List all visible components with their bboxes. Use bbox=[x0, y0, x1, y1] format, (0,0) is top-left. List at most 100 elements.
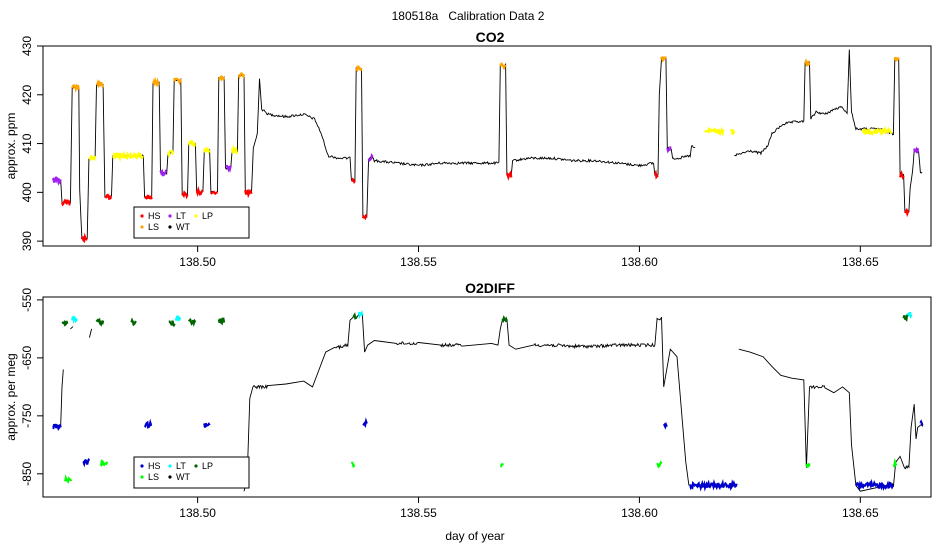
x-tick-label: 138.50 bbox=[179, 255, 216, 269]
legend-marker bbox=[194, 214, 198, 218]
legend-marker bbox=[194, 464, 198, 468]
cal-points bbox=[174, 315, 182, 322]
cal-points bbox=[64, 474, 73, 484]
series-line bbox=[738, 348, 924, 492]
cal-points bbox=[104, 193, 113, 200]
series-line bbox=[70, 326, 74, 330]
cal-points bbox=[166, 149, 174, 159]
cal-points bbox=[704, 126, 725, 138]
y-tick-label: 420 bbox=[20, 84, 34, 104]
cal-points bbox=[355, 65, 363, 73]
panel-o2diff: O2DIFF approx. per meg 138.50 138.55 138.6… bbox=[4, 280, 932, 520]
cal-segment-lp bbox=[203, 146, 211, 155]
cal-points bbox=[225, 164, 232, 173]
legend-marker bbox=[168, 464, 172, 468]
cal-segment-ls bbox=[151, 76, 160, 88]
cal-segment-ls bbox=[804, 58, 811, 67]
x-tick-label: 138.55 bbox=[400, 506, 437, 520]
cal-points bbox=[861, 125, 893, 136]
y-tick-label: -750 bbox=[20, 404, 34, 428]
cal-segment-lt bbox=[367, 153, 374, 162]
o2diff-axes: 138.50 138.55 138.60 138.65 -550 -650 -750 -850 bbox=[20, 288, 879, 520]
legend-box bbox=[133, 206, 250, 239]
legend-marker bbox=[168, 475, 172, 479]
cal-segment-lt bbox=[357, 310, 364, 320]
cal-segment-lp bbox=[95, 317, 105, 327]
co2-series bbox=[51, 49, 923, 244]
cal-segment-hs bbox=[653, 169, 659, 180]
y-tick-label: -550 bbox=[20, 288, 34, 312]
cal-segment-ls bbox=[805, 463, 811, 468]
cal-segment-lp bbox=[187, 318, 197, 327]
cal-segment-ls bbox=[96, 78, 105, 89]
cal-points bbox=[130, 317, 137, 327]
legend-label: LS bbox=[148, 472, 159, 482]
x-tick-label: 138.50 bbox=[179, 506, 216, 520]
cal-points bbox=[656, 460, 663, 469]
x-tick-label: 138.55 bbox=[400, 255, 437, 269]
y-tick-label: 390 bbox=[20, 231, 34, 251]
cal-segment-hs bbox=[203, 422, 211, 428]
cal-points bbox=[689, 478, 738, 492]
cal-points bbox=[854, 478, 895, 492]
cal-segment-hs bbox=[351, 177, 356, 185]
cal-segment-hs bbox=[505, 169, 513, 181]
cal-points bbox=[71, 83, 80, 93]
cal-segment-lt bbox=[51, 176, 62, 187]
cal-segment-ls bbox=[218, 74, 226, 82]
legend-label: LP bbox=[202, 461, 213, 471]
legend-box bbox=[133, 456, 250, 489]
cal-points bbox=[71, 315, 78, 325]
cal-points bbox=[361, 214, 368, 221]
cal-segment-hs bbox=[362, 417, 368, 429]
cal-segment-hs bbox=[361, 214, 368, 221]
cal-segment-hs bbox=[244, 188, 253, 199]
cal-segment-lp bbox=[166, 149, 174, 159]
cal-points bbox=[501, 314, 508, 324]
cal-points bbox=[187, 140, 197, 148]
cal-segment-lp bbox=[730, 128, 736, 136]
page-title: 180518a Calibration Data 2 bbox=[392, 9, 545, 23]
cal-points bbox=[96, 78, 105, 89]
legend-marker bbox=[168, 214, 172, 218]
cal-segment-hs bbox=[80, 232, 88, 244]
y-tick-label: 400 bbox=[20, 182, 34, 202]
cal-segment-lt bbox=[71, 315, 78, 325]
cal-points bbox=[195, 185, 204, 198]
cal-segment-lp bbox=[112, 150, 144, 162]
cal-segment-hs bbox=[144, 194, 153, 200]
cal-segment-lp bbox=[61, 319, 69, 327]
cal-points bbox=[61, 319, 69, 327]
cal-segment-ls bbox=[173, 77, 182, 86]
cal-points bbox=[60, 198, 71, 207]
cal-points bbox=[730, 128, 736, 136]
cal-segment-hs bbox=[195, 185, 204, 198]
cal-segment-ls bbox=[499, 463, 505, 468]
series-line bbox=[52, 369, 64, 429]
cal-segment-ls bbox=[892, 457, 898, 468]
cal-segment-hs bbox=[104, 193, 113, 200]
cal-segment-lt bbox=[906, 311, 913, 319]
cal-segment-hs bbox=[854, 478, 895, 492]
cal-segment-ls bbox=[71, 83, 80, 93]
cal-segment-lp bbox=[861, 125, 893, 136]
cal-segment-hs bbox=[919, 419, 924, 427]
y-tick-label: 410 bbox=[20, 133, 34, 153]
cal-points bbox=[218, 74, 226, 82]
cal-segment-hs bbox=[662, 421, 668, 430]
cal-segment-hs bbox=[210, 190, 219, 196]
cal-segment-lt bbox=[225, 164, 232, 173]
cal-points bbox=[499, 62, 507, 71]
cal-points bbox=[173, 77, 182, 86]
cal-segment-ls bbox=[64, 474, 73, 484]
cal-points bbox=[88, 154, 97, 162]
cal-points bbox=[893, 56, 900, 62]
cal-points bbox=[168, 320, 176, 328]
cal-segment-lt bbox=[159, 168, 167, 177]
cal-segment-hs bbox=[903, 207, 910, 218]
cal-points bbox=[659, 56, 667, 63]
cal-segment-ls bbox=[99, 459, 109, 467]
cal-points bbox=[95, 317, 105, 327]
